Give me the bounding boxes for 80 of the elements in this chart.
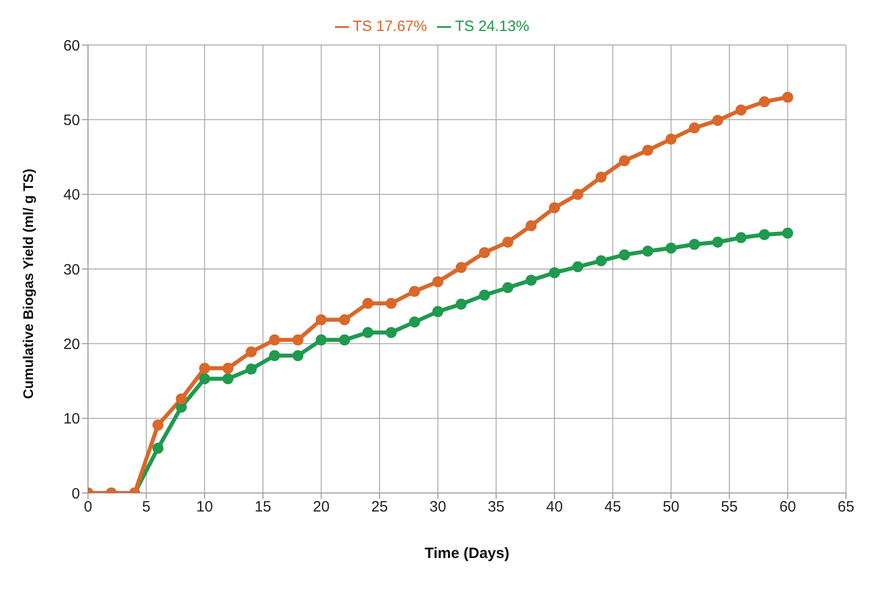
point <box>432 276 444 288</box>
point <box>572 188 584 200</box>
point <box>712 236 724 248</box>
point <box>246 346 257 358</box>
point <box>618 249 630 260</box>
x-tick-label: 0 <box>84 498 92 516</box>
legend-label: TS 17.67% <box>352 18 427 35</box>
point <box>362 298 374 309</box>
point <box>618 155 630 166</box>
point <box>736 232 747 244</box>
point <box>478 247 490 258</box>
y-tick-label: 20 <box>63 336 80 353</box>
point <box>758 229 770 240</box>
point <box>152 420 164 431</box>
point <box>526 220 537 232</box>
x-tick-label: 15 <box>254 498 272 516</box>
point <box>642 144 654 156</box>
point <box>782 92 794 103</box>
x-tick-label: 60 <box>779 498 796 516</box>
point <box>478 290 490 301</box>
point <box>316 334 327 346</box>
point <box>666 134 677 145</box>
point <box>269 350 280 362</box>
point <box>502 282 514 294</box>
x-tick-label: 35 <box>488 498 504 516</box>
x-tick-label: 25 <box>371 498 388 516</box>
legend-label: TS 24.13% <box>455 18 530 35</box>
y-tick-label: 30 <box>63 261 80 278</box>
x-tick-label: 55 <box>721 498 738 516</box>
point <box>548 267 560 278</box>
point <box>456 262 467 274</box>
point <box>339 334 350 346</box>
y-tick-label: 60 <box>63 37 80 54</box>
point <box>152 442 164 454</box>
point <box>548 202 560 214</box>
x-tick-label: 45 <box>604 498 622 516</box>
point <box>409 286 420 297</box>
x-tick-label: 20 <box>312 498 330 516</box>
point <box>222 373 234 384</box>
x-tick-label: 50 <box>662 498 680 516</box>
y-tick-label: 10 <box>63 410 80 428</box>
x-tick-label: 65 <box>838 498 854 516</box>
point <box>292 350 304 362</box>
y-axis-title: Cumulative Biogas Yield (ml/ g TS) <box>20 168 36 399</box>
point <box>246 364 257 375</box>
point <box>339 314 350 326</box>
point <box>362 326 374 338</box>
point <box>736 104 747 116</box>
point <box>199 362 210 374</box>
x-tick-label: 30 <box>430 498 446 516</box>
y-tick-label: 50 <box>63 112 80 129</box>
point <box>758 96 770 108</box>
point <box>456 298 467 310</box>
y-tick-label: 40 <box>63 186 80 204</box>
x-tick-label: 40 <box>546 498 563 516</box>
point <box>596 172 607 183</box>
point <box>176 393 187 404</box>
point <box>409 316 420 328</box>
point <box>316 314 327 326</box>
x-tick-label: 10 <box>196 498 213 516</box>
point <box>688 238 700 250</box>
point <box>526 274 537 286</box>
point <box>596 255 607 266</box>
point <box>572 261 584 272</box>
point <box>642 246 654 257</box>
x-tick-label: 5 <box>142 498 150 516</box>
point <box>712 114 724 126</box>
point <box>666 242 677 254</box>
point <box>269 334 280 346</box>
y-tick-label: 0 <box>72 485 80 502</box>
point <box>782 228 794 239</box>
point <box>386 298 397 309</box>
point <box>432 306 444 318</box>
point <box>199 373 210 384</box>
point <box>292 334 304 346</box>
point <box>688 122 700 134</box>
point <box>386 326 397 338</box>
x-axis-title: Time (Days) <box>424 545 510 562</box>
point <box>502 236 514 248</box>
point <box>222 362 234 374</box>
